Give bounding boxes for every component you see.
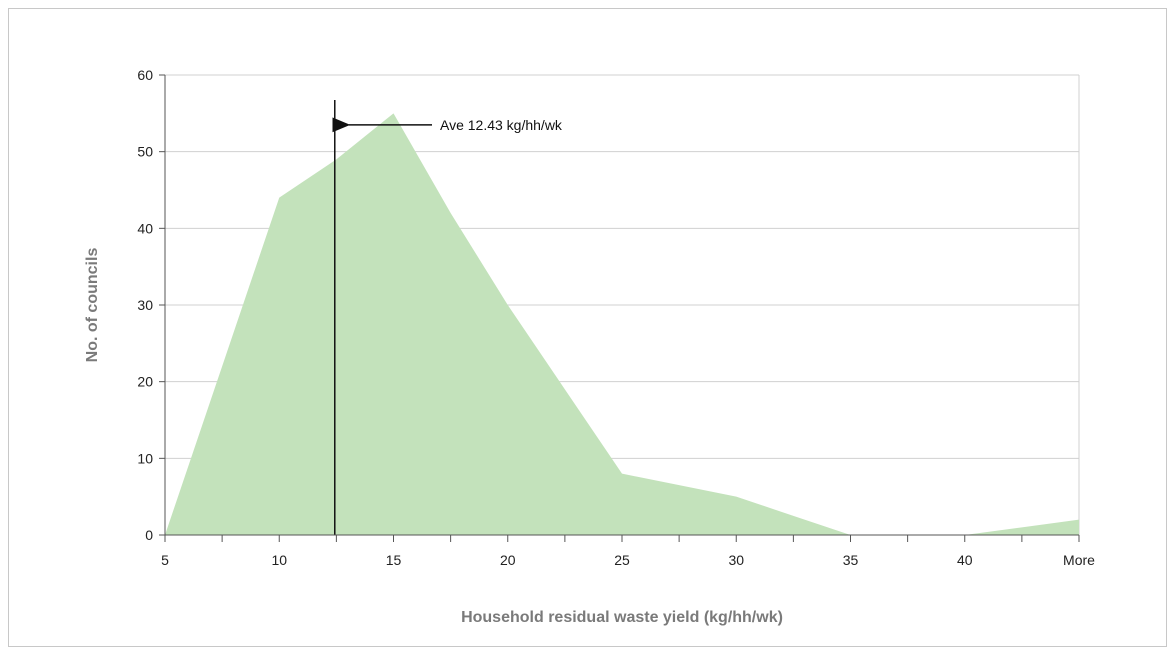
x-tick-label: 25 xyxy=(614,552,630,568)
x-tick-label: 35 xyxy=(843,552,859,568)
chart-frame xyxy=(8,8,1167,647)
area-series xyxy=(165,113,1079,535)
y-tick-label: 10 xyxy=(137,450,153,466)
y-tick-label: 30 xyxy=(137,297,153,313)
x-tick-labels: 5 10 15 20 25 30 35 40 More xyxy=(161,552,1095,568)
y-tick-labels: 0 10 20 30 40 50 60 xyxy=(137,67,153,543)
x-tick-label: 20 xyxy=(500,552,516,568)
average-annotation: Ave 12.43 kg/hh/wk xyxy=(440,117,563,133)
x-tick-label: 15 xyxy=(386,552,402,568)
x-tick-label: 5 xyxy=(161,552,169,568)
y-tick-label: 50 xyxy=(137,144,153,160)
y-tick-label: 20 xyxy=(137,374,153,390)
x-tick-label: More xyxy=(1063,552,1095,568)
x-tick-label: 30 xyxy=(728,552,744,568)
y-tick-label: 0 xyxy=(145,527,153,543)
average-marker: Ave 12.43 kg/hh/wk xyxy=(332,100,563,535)
y-tick-label: 60 xyxy=(137,67,153,83)
x-axis-title: Household residual waste yield (kg/hh/wk… xyxy=(461,609,783,626)
y-tick-label: 40 xyxy=(137,220,153,236)
axes xyxy=(159,74,1080,542)
x-tick-label: 10 xyxy=(271,552,287,568)
y-axis-title: No. of councils xyxy=(84,248,101,363)
x-tick-label: 40 xyxy=(957,552,973,568)
